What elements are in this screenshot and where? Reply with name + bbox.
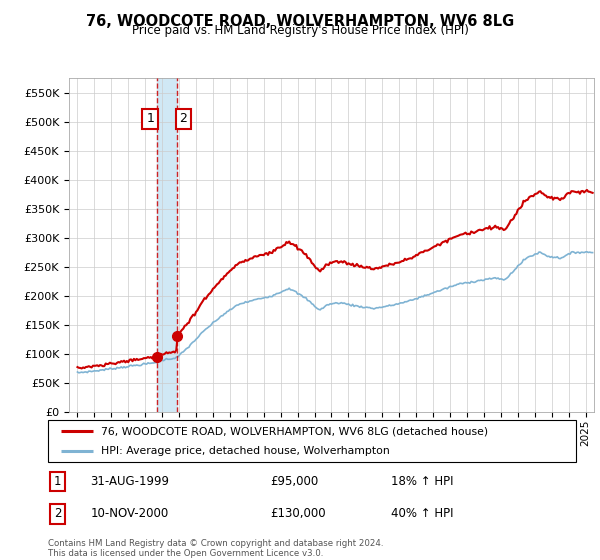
Text: 76, WOODCOTE ROAD, WOLVERHAMPTON, WV6 8LG (detached house): 76, WOODCOTE ROAD, WOLVERHAMPTON, WV6 8L… (101, 426, 488, 436)
Text: £130,000: £130,000 (270, 507, 325, 520)
Text: 18% ↑ HPI: 18% ↑ HPI (391, 475, 454, 488)
Text: 2: 2 (54, 507, 61, 520)
Text: Price paid vs. HM Land Registry's House Price Index (HPI): Price paid vs. HM Land Registry's House … (131, 24, 469, 36)
Bar (157, 78, 177, 412)
Text: 2: 2 (179, 113, 187, 125)
Text: 31-AUG-1999: 31-AUG-1999 (90, 475, 169, 488)
Text: 76, WOODCOTE ROAD, WOLVERHAMPTON, WV6 8LG: 76, WOODCOTE ROAD, WOLVERHAMPTON, WV6 8L… (86, 14, 514, 29)
Text: HPI: Average price, detached house, Wolverhampton: HPI: Average price, detached house, Wolv… (101, 446, 389, 456)
Text: 10-NOV-2000: 10-NOV-2000 (90, 507, 169, 520)
Text: Contains HM Land Registry data © Crown copyright and database right 2024.
This d: Contains HM Land Registry data © Crown c… (48, 539, 383, 558)
Text: £95,000: £95,000 (270, 475, 318, 488)
Text: 1: 1 (146, 113, 154, 125)
FancyBboxPatch shape (48, 420, 576, 462)
Text: 1: 1 (54, 475, 61, 488)
Text: 40% ↑ HPI: 40% ↑ HPI (391, 507, 454, 520)
